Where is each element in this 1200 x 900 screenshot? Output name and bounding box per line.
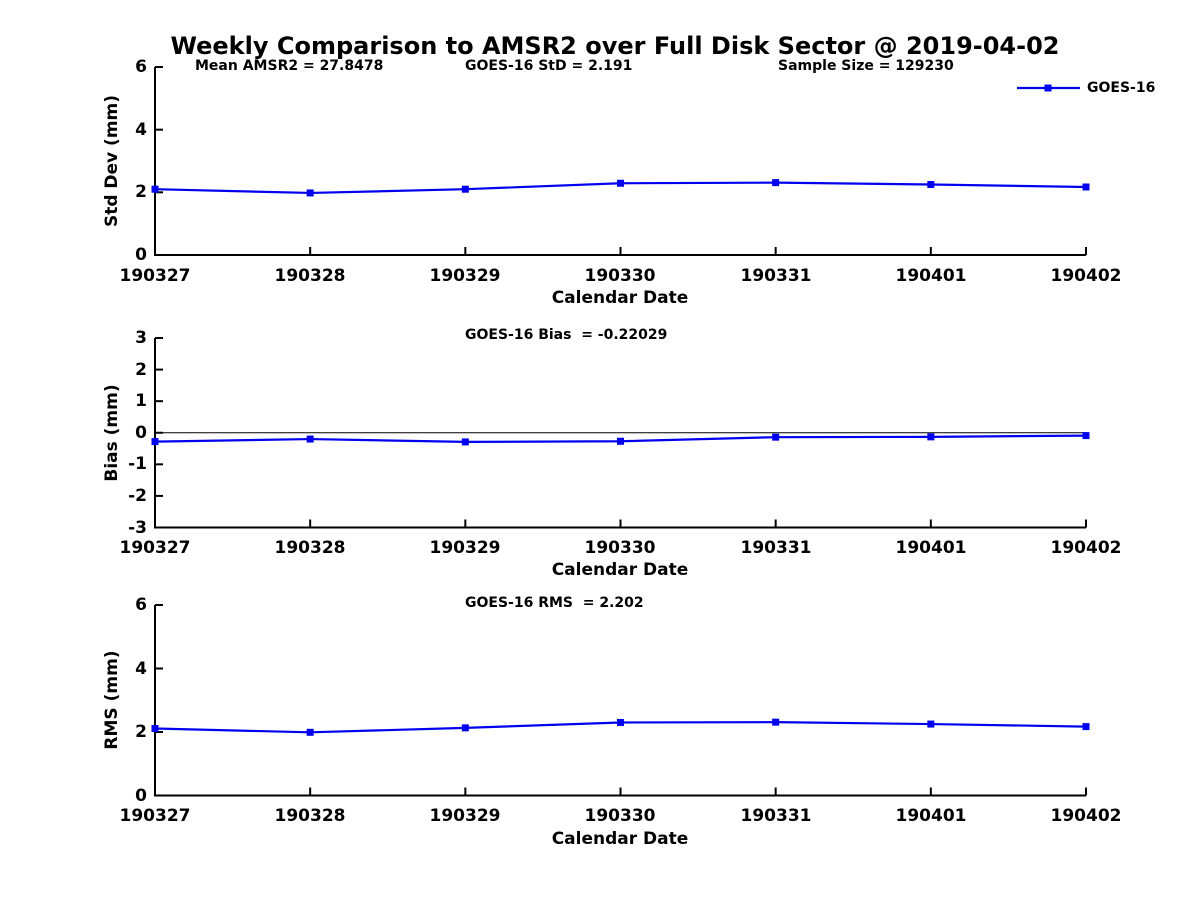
bias-xtick: 190330 bbox=[584, 538, 656, 558]
bias-ytick-2: 2 bbox=[135, 359, 147, 380]
bias-data-point-marker bbox=[1082, 432, 1090, 440]
bias-xtick: 190327 bbox=[119, 538, 191, 558]
std-dev-data-point-marker bbox=[1082, 183, 1090, 191]
bias-xtick: 190329 bbox=[429, 538, 501, 558]
stddev-xtick: 190401 bbox=[895, 266, 967, 286]
bias-ytick--2: -2 bbox=[128, 485, 147, 506]
bias-xlabel: Calendar Date bbox=[551, 560, 689, 580]
rms-data-point-marker bbox=[461, 724, 469, 732]
rms-ytick-4: 4 bbox=[135, 658, 147, 679]
stddev-xlabel: Calendar Date bbox=[551, 288, 689, 308]
std-dev-data-point-marker bbox=[461, 185, 469, 193]
stddev-xtick: 190328 bbox=[274, 266, 346, 286]
rms-data-point-marker bbox=[306, 728, 314, 736]
rms-xlabel: Calendar Date bbox=[551, 829, 689, 849]
rms-xtick: 190402 bbox=[1050, 806, 1122, 826]
bias-data-point-marker bbox=[772, 433, 780, 441]
bias-data-point-marker bbox=[461, 438, 469, 446]
bias-xtick: 190331 bbox=[740, 538, 812, 558]
bias-ytick-0: 0 bbox=[135, 422, 147, 443]
stddev-xtick: 190329 bbox=[429, 266, 501, 286]
rms-data-point-marker bbox=[927, 720, 935, 728]
rms-data-point-marker bbox=[1082, 723, 1090, 731]
annotation-goes16-rms: GOES-16 RMS = 2.202 bbox=[465, 595, 644, 611]
bias-xtick: 190328 bbox=[274, 538, 346, 558]
stddev-xtick: 190330 bbox=[584, 266, 656, 286]
stddev-ytick-6: 6 bbox=[135, 57, 147, 77]
legend-goes16-label: GOES-16 bbox=[1087, 80, 1156, 96]
bias-xtick: 190401 bbox=[895, 538, 967, 558]
stddev-xtick: 190327 bbox=[119, 266, 191, 286]
stddev-ylabel: Std Dev (mm) bbox=[102, 94, 122, 228]
rms-xtick: 190328 bbox=[274, 806, 346, 826]
bias-data-point-marker bbox=[306, 435, 314, 443]
rms-ylabel: RMS (mm) bbox=[102, 650, 122, 750]
std-dev-data-point-marker bbox=[772, 179, 780, 187]
rms-xtick: 190329 bbox=[429, 806, 501, 826]
rms-data-point-marker bbox=[617, 718, 624, 726]
std-dev-data-point-marker bbox=[151, 185, 159, 193]
bias-ytick-1: 1 bbox=[135, 391, 147, 412]
bias-xtick: 190402 bbox=[1050, 538, 1122, 558]
rms-xtick: 190327 bbox=[119, 806, 191, 826]
annotation-mean-amsr2: Mean AMSR2 = 27.8478 bbox=[195, 58, 384, 74]
bias-data-point-marker bbox=[927, 433, 935, 441]
bias-data-point-marker bbox=[151, 438, 159, 446]
std-dev-data-point-marker bbox=[927, 181, 935, 188]
stddev-ytick-0: 0 bbox=[135, 245, 147, 265]
stddev-ytick-4: 4 bbox=[135, 120, 147, 140]
std-dev-data-point-marker bbox=[306, 189, 314, 197]
rms-xtick: 190330 bbox=[584, 806, 656, 826]
stddev-xtick: 190331 bbox=[740, 266, 812, 286]
bias-ytick--1: -1 bbox=[128, 454, 147, 475]
bias-ytick-3: 3 bbox=[135, 328, 147, 348]
legend-square-marker-icon bbox=[1044, 84, 1052, 92]
bias-data-point-marker bbox=[617, 437, 624, 445]
rms-data-point-marker bbox=[772, 718, 780, 726]
annotation-goes16-std: GOES-16 StD = 2.191 bbox=[465, 58, 633, 74]
bias-ylabel: Bias (mm) bbox=[102, 384, 122, 482]
rms-ytick-6: 6 bbox=[135, 595, 147, 615]
stddev-ytick-2: 2 bbox=[135, 182, 147, 202]
rms-xtick: 190401 bbox=[895, 806, 967, 826]
stddev-xtick: 190402 bbox=[1050, 266, 1122, 286]
std-dev-data-point-marker bbox=[617, 179, 624, 187]
rms-ytick-2: 2 bbox=[135, 722, 147, 742]
rms-ytick-0: 0 bbox=[135, 785, 147, 806]
annotation-goes16-bias: GOES-16 Bias = -0.22029 bbox=[465, 327, 668, 343]
rms-xtick: 190331 bbox=[740, 806, 812, 826]
annotation-sample-size: Sample Size = 129230 bbox=[778, 58, 954, 74]
bias-ytick--3: -3 bbox=[128, 517, 147, 538]
figure-title: Weekly Comparison to AMSR2 over Full Dis… bbox=[170, 32, 1060, 60]
rms-data-point-marker bbox=[151, 725, 159, 733]
